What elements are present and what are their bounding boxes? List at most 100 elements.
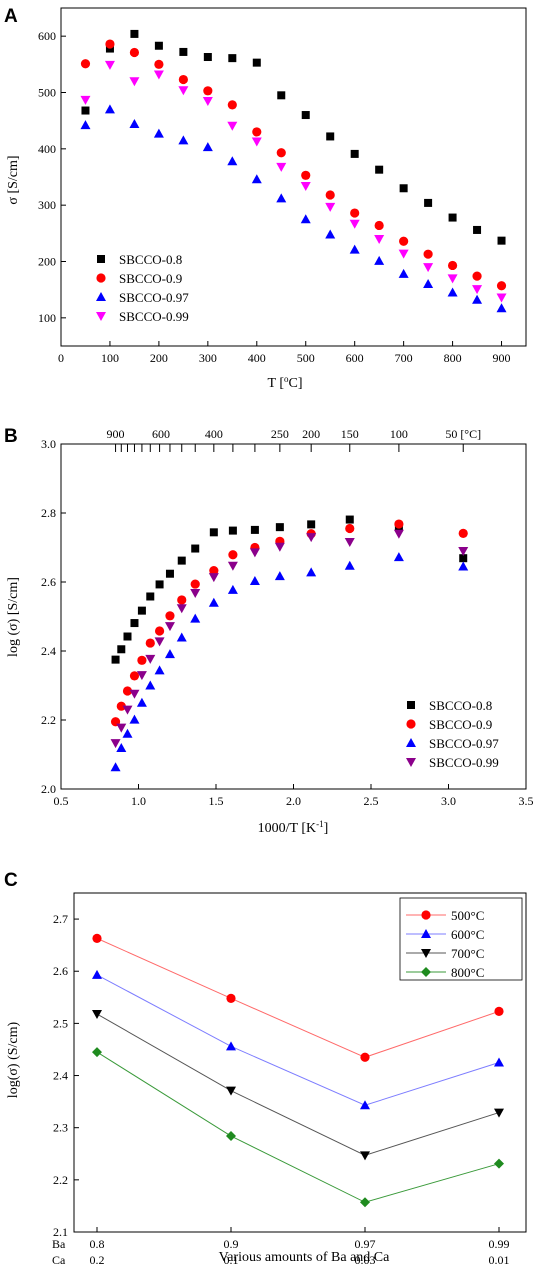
y-tick-label: 2.1 [53, 1225, 68, 1239]
data-point [494, 1006, 504, 1016]
data-point [177, 556, 186, 565]
y-axis-label-a: σ [S/cm] [6, 155, 21, 204]
data-point [472, 285, 483, 295]
data-point [179, 47, 188, 56]
legend-label: SBCCO-0.9 [119, 271, 182, 286]
data-point [190, 613, 201, 623]
data-point [154, 665, 165, 675]
data-point [227, 100, 237, 110]
chart-panel-a: A 0 100 200 300 400 500 600 700 800 900 100 200 300… [4, 6, 527, 391]
data-point [398, 249, 409, 259]
data-point [399, 184, 408, 193]
data-point [190, 579, 200, 589]
data-point [350, 208, 360, 218]
data-point [190, 589, 201, 599]
data-point [191, 544, 200, 553]
data-point [116, 723, 127, 733]
data-point [116, 701, 126, 711]
legend-marker [96, 292, 106, 301]
data-point [300, 214, 311, 224]
x-axis-label-b: 1000/T [K-1] [258, 819, 329, 836]
x-tick-label: 600 [346, 351, 364, 365]
data-point [154, 626, 165, 636]
data-point [129, 714, 140, 724]
legend-box [399, 897, 523, 981]
data-point [208, 597, 219, 607]
legend-label: SBCCO-0.99 [119, 309, 189, 324]
legend-label: 600°C [451, 927, 484, 942]
data-point [105, 39, 115, 49]
data-point [458, 546, 469, 556]
x-ticks-c: Ba Ca 0.8 0.2 0.9 0.1 0.97 0.03 0.99 0.01 [52, 1227, 510, 1267]
data-point [110, 739, 121, 749]
data-point [92, 933, 102, 943]
data-point [137, 606, 146, 615]
data-point [252, 58, 261, 67]
legend-marker [96, 312, 106, 321]
y-tick-label: 300 [38, 198, 56, 212]
data-point [178, 135, 189, 145]
data-point [178, 74, 188, 85]
data-point [398, 268, 409, 278]
legend-marker [406, 738, 416, 747]
data-point [80, 59, 91, 69]
y-ticks-b: 2.0 2.2 2.4 2.6 2.8 3.0 [41, 437, 66, 796]
data-point [154, 41, 163, 50]
x-tick-label-ba: 0.99 [489, 1237, 510, 1251]
legend-label: SBCCO-0.8 [119, 252, 182, 267]
data-point [472, 271, 482, 281]
data-point [349, 244, 360, 254]
top-tick-label: 400 [205, 427, 223, 441]
data-point [301, 170, 311, 180]
data-point [473, 225, 482, 234]
data-point [176, 632, 187, 642]
x-tick-label: 1.0 [131, 794, 146, 808]
data-point [122, 728, 133, 738]
y-tick-label: 200 [38, 255, 56, 269]
data-point [208, 573, 219, 583]
y-tick-label: 2.3 [53, 1121, 68, 1135]
data-point [145, 638, 155, 648]
x-tick-label-ba: 0.8 [90, 1237, 105, 1251]
legend-label: SBCCO-0.8 [429, 698, 492, 713]
data-point [228, 526, 237, 535]
data-point [494, 1057, 504, 1067]
data-point [165, 569, 174, 578]
legend-marker [406, 758, 416, 767]
legend-label: 800°C [451, 965, 484, 980]
data-point [203, 53, 212, 62]
y-tick-label: 100 [38, 311, 56, 325]
data-point [136, 671, 147, 681]
data-point [497, 236, 506, 245]
data-point [92, 969, 102, 979]
y-tick-label: 2.2 [53, 1173, 68, 1187]
data-point [177, 595, 187, 605]
data-point [129, 689, 140, 699]
data-point [459, 554, 468, 563]
legend-marker [407, 701, 415, 709]
data-point [154, 59, 164, 69]
data-point [447, 260, 458, 271]
data-point [250, 525, 259, 534]
data-point [154, 637, 165, 647]
data-point [209, 566, 219, 576]
data-point [458, 561, 469, 571]
data-marks-a [80, 29, 507, 313]
data-point [306, 533, 317, 543]
data-point [227, 584, 238, 594]
top-tick-label: 600 [152, 427, 170, 441]
data-point [496, 303, 507, 313]
legend-label: SBCCO-0.97 [119, 290, 189, 305]
y-axis-label-b: log (σ) [S/cm] [6, 577, 21, 657]
data-point [251, 174, 262, 184]
x-axis-label-a: T [oC] [268, 374, 303, 391]
legend-c: 500°C 600°C 700°C 800°C [399, 897, 523, 981]
chart-panel-b: B 0.5 1.0 1.5 2.0 2.5 3.0 3.5 2.0 2.2 2.4 2.6 2.8 3… [4, 426, 533, 836]
data-point [104, 60, 115, 70]
data-point [226, 1131, 236, 1142]
data-point [472, 294, 483, 304]
data-point [227, 121, 238, 131]
y-ticks-c: 2.1 2.2 2.3 2.4 2.5 2.6 2.7 [53, 912, 79, 1239]
y-tick-label: 2.2 [41, 713, 56, 727]
data-point [92, 1047, 102, 1058]
